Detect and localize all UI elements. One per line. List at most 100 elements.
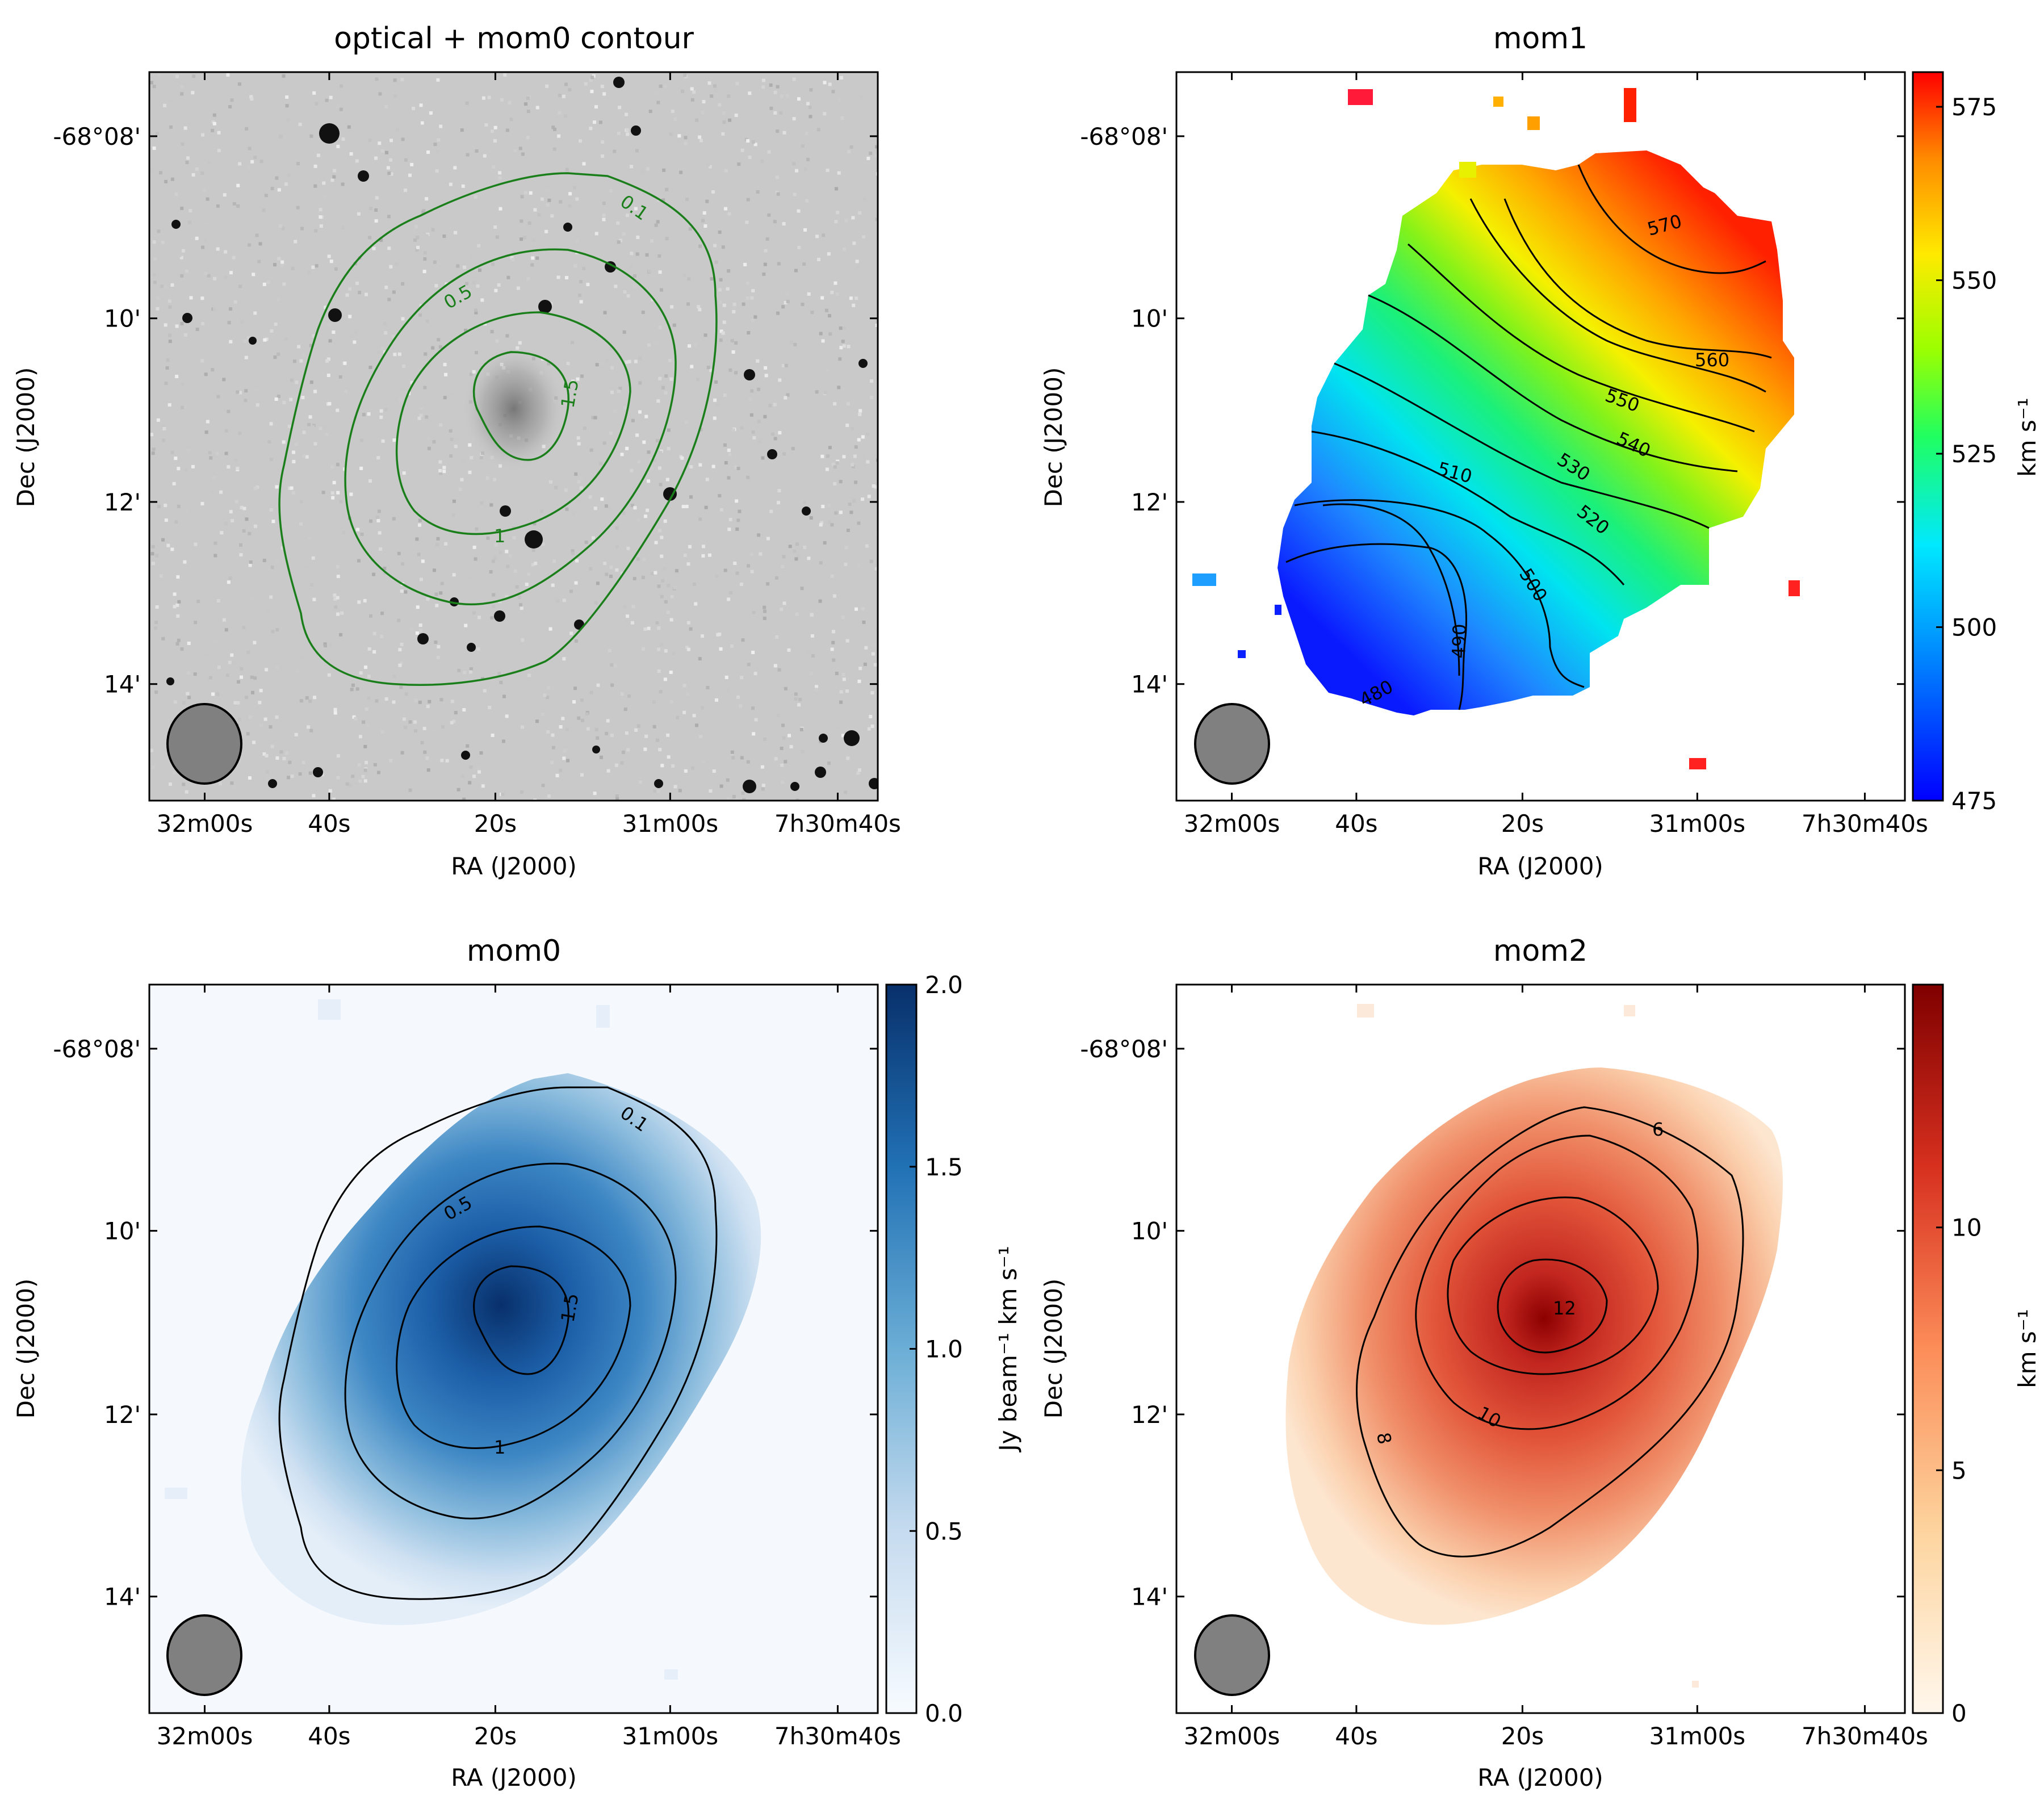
noise-pixel bbox=[785, 94, 789, 98]
noise-pixel bbox=[414, 698, 418, 702]
noise-pixel bbox=[870, 379, 874, 383]
noise-pixel bbox=[423, 251, 427, 255]
contour-line bbox=[1577, 164, 1766, 274]
noise-pixel bbox=[701, 554, 705, 558]
noise-pixel bbox=[436, 537, 440, 541]
star bbox=[182, 313, 192, 323]
noise-pixel bbox=[452, 499, 456, 503]
star bbox=[592, 746, 600, 753]
noise-pixel bbox=[663, 119, 667, 123]
noise-pixel bbox=[664, 374, 668, 378]
noise-pixel bbox=[790, 341, 794, 345]
noise-pixel bbox=[797, 209, 801, 213]
noise-pixel bbox=[661, 579, 665, 583]
noise-pixel bbox=[168, 782, 172, 786]
noise-pixel bbox=[852, 746, 856, 750]
noise-pixel bbox=[426, 705, 430, 709]
noise-pixel bbox=[234, 458, 238, 462]
noise-pixel bbox=[855, 607, 858, 611]
noise-pixel bbox=[163, 103, 167, 107]
noise-pixel bbox=[785, 292, 789, 296]
noise-pixel bbox=[384, 286, 388, 290]
noise-pixel bbox=[518, 146, 522, 150]
noise-pixel bbox=[233, 701, 237, 705]
noise-pixel bbox=[433, 143, 437, 146]
noise-pixel bbox=[782, 736, 786, 740]
noise-pixel bbox=[773, 111, 777, 115]
noise-pixel bbox=[728, 368, 732, 372]
noise-pixel bbox=[298, 772, 302, 776]
noise-pixel bbox=[540, 509, 544, 513]
noise-pixel bbox=[323, 425, 327, 429]
noise-pixel bbox=[328, 339, 332, 343]
noise-pixel bbox=[312, 334, 316, 338]
noise-pixel bbox=[862, 456, 866, 460]
noise-pixel bbox=[851, 426, 855, 430]
noise-pixel bbox=[734, 114, 738, 118]
noise-pixel bbox=[763, 262, 767, 266]
noise-pixel bbox=[872, 484, 876, 488]
noise-pixel bbox=[724, 169, 728, 173]
noise-pixel bbox=[805, 199, 809, 203]
noise-pixel bbox=[398, 663, 402, 667]
noise-pixel bbox=[333, 597, 337, 601]
noise-pixel bbox=[793, 192, 797, 196]
noise-pixel bbox=[175, 603, 179, 607]
noise-pixel bbox=[616, 221, 620, 225]
noise-pixel bbox=[258, 701, 262, 705]
noise-pixel bbox=[248, 243, 252, 247]
noise-pixel bbox=[722, 320, 726, 324]
noise-pixel bbox=[351, 774, 355, 778]
noise-pixel bbox=[486, 536, 490, 540]
noise-pixel bbox=[162, 438, 166, 442]
noise-pixel bbox=[460, 128, 464, 132]
noise-pixel bbox=[709, 369, 713, 372]
noise-pixel bbox=[726, 287, 730, 291]
noise-pixel bbox=[265, 668, 269, 672]
noise-pixel bbox=[773, 437, 777, 441]
noise-pixel bbox=[547, 794, 551, 798]
noise-pixel bbox=[237, 718, 241, 722]
noise-pixel bbox=[663, 677, 667, 681]
noise-pixel bbox=[506, 275, 510, 279]
noise-pixel bbox=[367, 675, 371, 679]
noise-pixel bbox=[458, 487, 462, 491]
noise-pixel bbox=[331, 496, 335, 500]
noise-pixel bbox=[354, 330, 358, 334]
noise-pixel bbox=[253, 156, 257, 160]
noise-pixel bbox=[520, 219, 523, 223]
noise-pixel bbox=[610, 663, 614, 667]
noise-pixel bbox=[764, 249, 768, 253]
colorbar-tick-label: 0.5 bbox=[925, 1517, 963, 1545]
y-tick-label: -68°08' bbox=[1080, 123, 1168, 150]
noise-pixel bbox=[589, 78, 593, 82]
noise-pixel bbox=[282, 440, 286, 444]
star bbox=[790, 782, 799, 791]
noise-pixel bbox=[437, 645, 441, 649]
noise-pixel bbox=[833, 402, 837, 406]
noise-pixel bbox=[503, 73, 507, 77]
noise-pixel bbox=[294, 732, 298, 736]
noise-pixel bbox=[328, 401, 332, 405]
noise-pixel bbox=[336, 612, 340, 616]
noise-pixel bbox=[625, 112, 629, 116]
noise-pixel bbox=[823, 81, 827, 85]
noise-pixel bbox=[819, 561, 823, 565]
noise-pixel bbox=[570, 341, 574, 345]
noise-pixel bbox=[873, 663, 877, 667]
noise-pixel bbox=[669, 618, 673, 622]
y-tick-label: 10' bbox=[1131, 1217, 1168, 1245]
noise-pixel bbox=[635, 433, 639, 437]
noise-pixel bbox=[309, 380, 313, 384]
noise-pixel bbox=[775, 175, 779, 179]
noise-pixel bbox=[206, 420, 210, 424]
noise-pixel bbox=[403, 717, 407, 721]
noise-pixel bbox=[435, 543, 439, 547]
noise-pixel bbox=[211, 368, 215, 372]
noise-pixel bbox=[781, 363, 785, 367]
noise-pixel bbox=[602, 92, 606, 96]
noise-pixel bbox=[211, 128, 215, 132]
noise-pixel bbox=[841, 340, 845, 344]
noise-pixel bbox=[333, 711, 337, 715]
noise-pixel bbox=[823, 391, 827, 395]
